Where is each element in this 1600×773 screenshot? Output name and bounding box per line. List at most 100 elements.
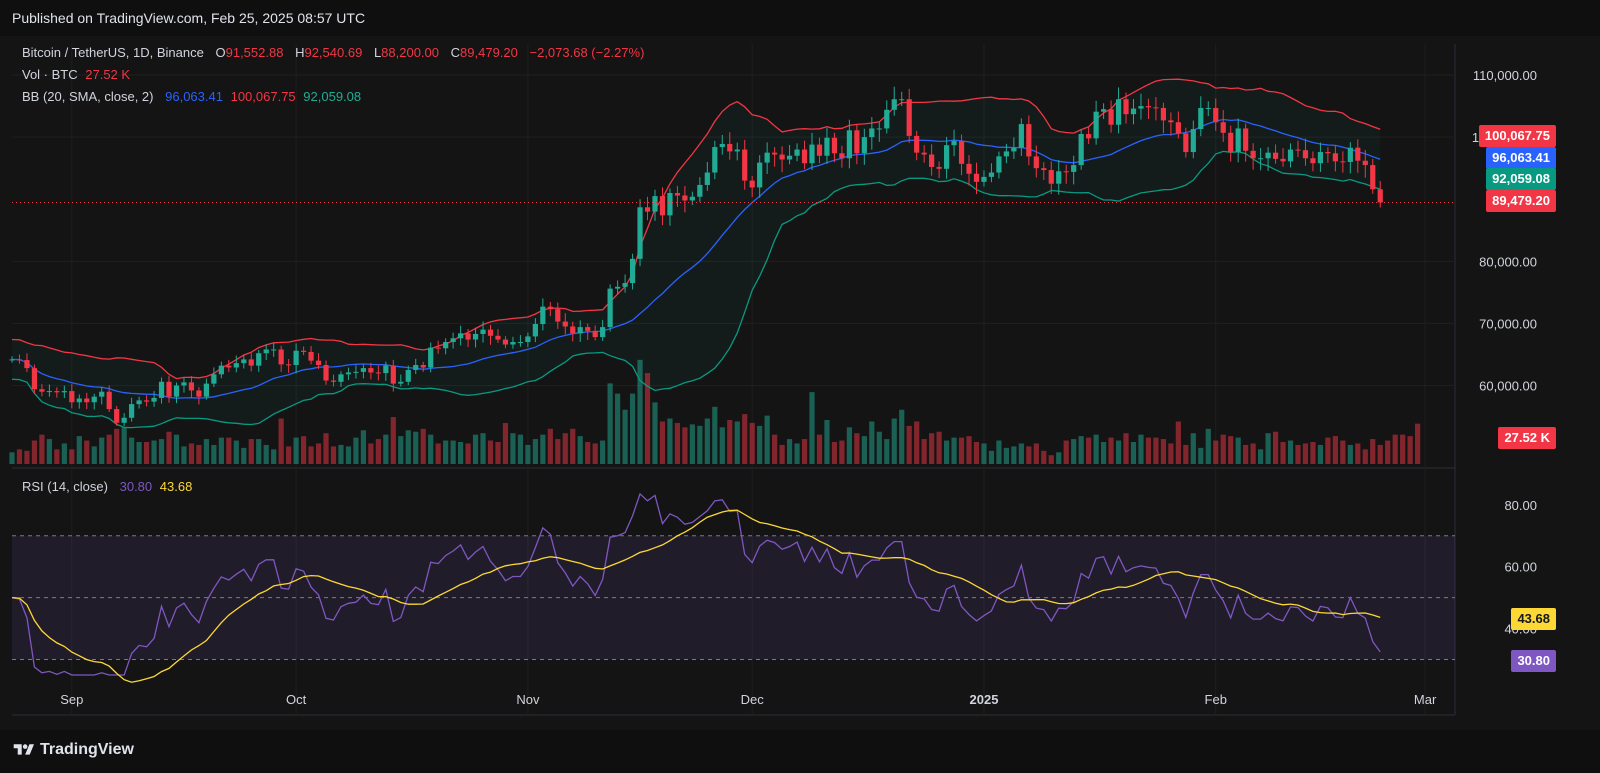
legend-bb-label[interactable]: BB (20, SMA, close, 2) xyxy=(22,89,154,104)
volume-bar xyxy=(248,439,254,464)
legend-vol-label[interactable]: Vol · BTC xyxy=(22,67,78,82)
candle-body xyxy=(16,359,23,361)
legend-rsi-label[interactable]: RSI (14, close) xyxy=(22,479,108,494)
candle-body xyxy=(652,196,658,212)
legend-open-label: O xyxy=(215,45,226,60)
candle-body xyxy=(1190,129,1196,153)
candle-body xyxy=(203,383,209,397)
volume-bar xyxy=(121,427,127,464)
bb-lower-price-label: 92,059.08 xyxy=(1486,168,1556,190)
time-tick-label: Dec xyxy=(741,692,765,707)
volume-bar xyxy=(644,373,651,464)
volume-bar xyxy=(211,444,217,464)
candle-body xyxy=(1198,107,1204,130)
candle-body xyxy=(1093,111,1099,139)
volume-bar xyxy=(353,437,359,464)
candle-body xyxy=(1153,107,1159,109)
candle-body xyxy=(1056,171,1062,184)
volume-bar xyxy=(615,393,621,464)
volume-bar xyxy=(173,434,180,464)
candle-body xyxy=(1213,107,1219,123)
candle-body xyxy=(375,372,381,374)
volume-bar xyxy=(315,443,322,464)
candle-body xyxy=(637,207,643,259)
volume-bar xyxy=(181,446,187,464)
candle-body xyxy=(943,145,950,169)
candle-body xyxy=(1100,109,1107,112)
candle-body xyxy=(173,385,180,397)
volume-bar xyxy=(824,420,830,464)
volume-bar xyxy=(943,440,950,464)
candle-body xyxy=(1123,99,1129,115)
tradingview-logo[interactable]: TradingView xyxy=(12,741,134,759)
volume-bar xyxy=(667,418,673,464)
candle-body xyxy=(121,417,127,423)
candle-body xyxy=(1332,153,1338,162)
candle-body xyxy=(1086,134,1092,139)
rsi-label: 30.80 xyxy=(1511,650,1556,672)
volume-bar xyxy=(577,436,583,464)
volume-bar xyxy=(764,415,770,464)
volume-bar xyxy=(1123,433,1129,464)
candle-body xyxy=(502,339,509,345)
volume-bar xyxy=(816,434,823,464)
volume-bar xyxy=(1063,440,1069,464)
candle-body xyxy=(667,193,673,216)
volume-bar xyxy=(525,444,531,464)
volume-bar xyxy=(1340,440,1346,464)
volume-bar xyxy=(1355,443,1361,464)
legend-symbol[interactable]: Bitcoin / TetherUS, 1D, Binance xyxy=(22,45,204,60)
candle-body xyxy=(540,306,546,325)
candle-body xyxy=(1168,120,1174,123)
volume-price-label: 27.52 K xyxy=(1498,427,1556,449)
rsi-ma-line xyxy=(11,509,1381,683)
volume-bar xyxy=(607,383,613,464)
price-tick-label: 110,000.00 xyxy=(1473,68,1537,83)
candle-body xyxy=(263,349,269,354)
volume-bar xyxy=(659,421,666,464)
candle-body xyxy=(779,154,785,160)
candle-body xyxy=(794,149,800,156)
volume-bar xyxy=(629,393,636,464)
volume-bar xyxy=(749,422,755,464)
candle-body xyxy=(136,400,142,405)
candle-body xyxy=(607,288,613,328)
volume-bar xyxy=(1415,423,1421,464)
volume-bar xyxy=(757,425,763,464)
candle-body xyxy=(577,327,583,334)
volume-bar xyxy=(99,437,105,464)
candle-body xyxy=(1078,134,1084,166)
volume-bar xyxy=(151,440,157,464)
volume-bar xyxy=(495,442,501,464)
candle-body xyxy=(76,398,82,403)
tradingview-logo-text: TradingView xyxy=(40,741,134,758)
bottom-bar xyxy=(0,730,1600,773)
volume-bar xyxy=(1302,443,1309,464)
candle-body xyxy=(772,152,778,155)
volume-bar xyxy=(1265,433,1271,464)
price-tick-label: 60,000.00 xyxy=(1479,378,1537,393)
volume-bar xyxy=(1258,449,1264,464)
volume-bar xyxy=(809,392,815,464)
candle-body xyxy=(1370,165,1376,190)
candle-body xyxy=(405,369,411,382)
candle-body xyxy=(547,306,553,310)
volume-bar xyxy=(1198,447,1204,464)
legend-close-label: C xyxy=(450,45,461,60)
volume-bar xyxy=(517,434,524,464)
bb-upper-line xyxy=(11,78,1381,380)
volume-bar xyxy=(1228,436,1234,464)
volume-bar xyxy=(951,437,957,464)
candle-body xyxy=(1220,122,1226,133)
volume-bar xyxy=(443,440,449,464)
volume-bar xyxy=(1370,439,1376,464)
volume-bar xyxy=(547,428,553,464)
candle-body xyxy=(226,365,232,368)
price-tick-label: 70,000.00 xyxy=(1479,316,1537,331)
volume-bar xyxy=(1190,433,1196,464)
volume-bar xyxy=(114,428,120,464)
candle-body xyxy=(1325,152,1331,154)
volume-bar xyxy=(196,444,202,464)
bb-lower-line xyxy=(11,150,1381,429)
